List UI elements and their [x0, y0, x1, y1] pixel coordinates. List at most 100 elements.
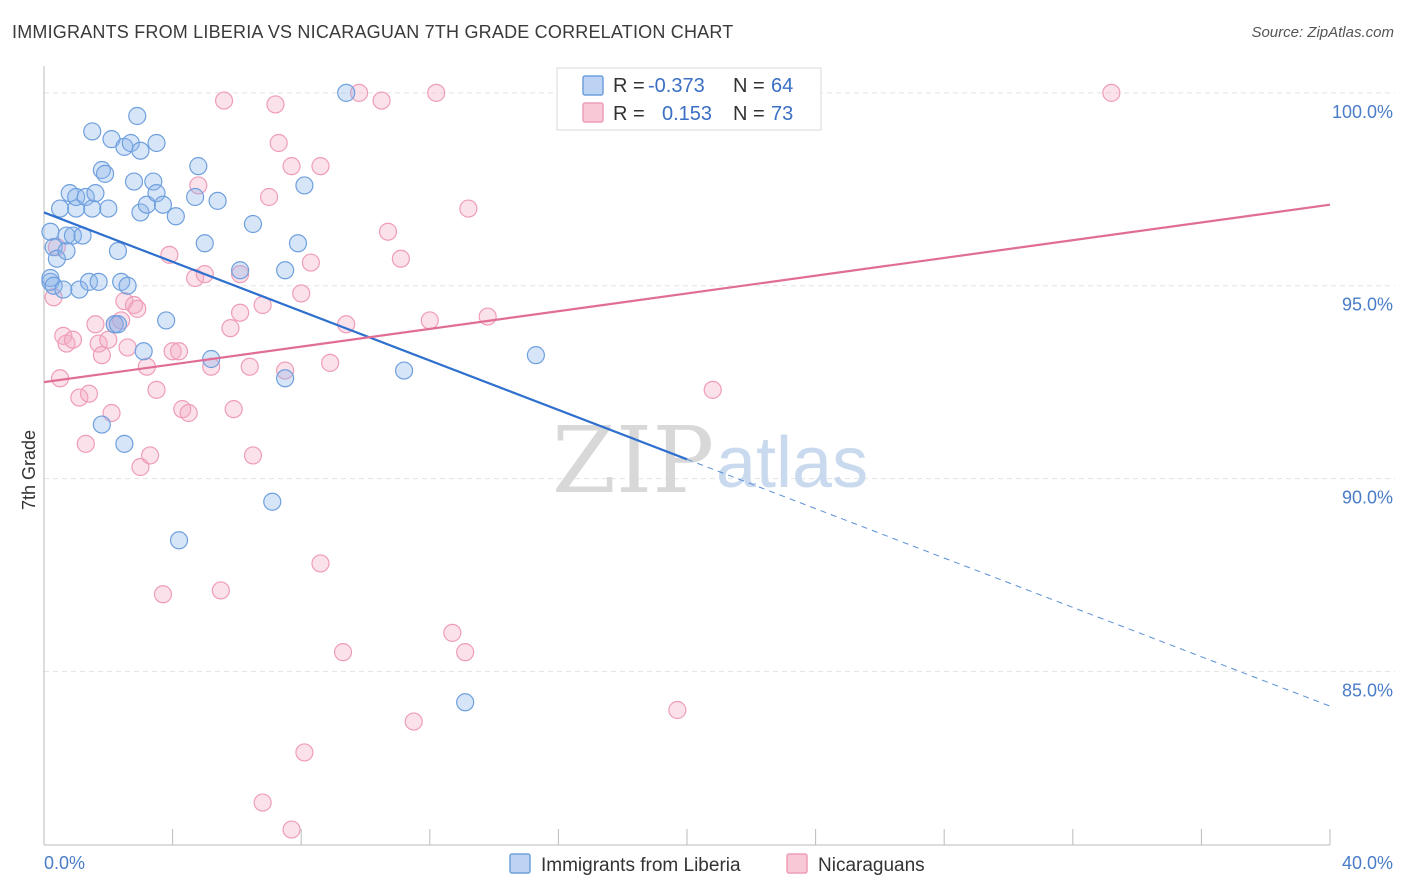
legend-n-label-2: N = [733, 103, 765, 125]
point-nicaraguans [301, 253, 320, 272]
legend-r-label-2: R = [613, 103, 645, 125]
point-liberia [70, 280, 89, 299]
point-liberia [41, 222, 60, 241]
point-nicaraguans [243, 446, 263, 465]
point-nicaraguans [282, 820, 301, 839]
point-liberia [115, 434, 134, 453]
point-nicaraguans [311, 157, 330, 176]
point-nicaraguans [231, 303, 250, 322]
point-nicaraguans [259, 187, 279, 207]
watermark: ZIP atlas [552, 407, 868, 514]
point-liberia [147, 184, 166, 203]
bottom-legend-liberia: Immigrants from Liberia [541, 855, 741, 876]
point-liberia [134, 342, 153, 361]
point-nicaraguans [266, 95, 285, 114]
point-nicaraguans [668, 700, 687, 720]
point-nicaraguans [118, 338, 137, 357]
point-liberia [92, 415, 111, 434]
trend-lines [43, 203, 1331, 707]
point-liberia [108, 241, 128, 261]
legend-r-value-1: -0.373 [648, 75, 705, 97]
legend-swatch-nicaraguans [582, 102, 604, 123]
point-nicaraguans [404, 712, 423, 731]
watermark-zip: ZIP [552, 407, 714, 514]
x-tick-labels: 0.0% 40.0% [44, 853, 1393, 873]
point-liberia [456, 693, 475, 712]
point-liberia [208, 191, 227, 210]
point-liberia [276, 261, 295, 280]
point-liberia [50, 199, 70, 218]
watermark-atlas: atlas [716, 423, 868, 503]
point-liberia [118, 276, 137, 295]
point-nicaraguans [169, 342, 189, 361]
point-liberia [57, 226, 76, 245]
point-nicaraguans [86, 315, 105, 334]
point-liberia [263, 492, 282, 511]
point-liberia [57, 241, 76, 261]
point-nicaraguans [163, 342, 182, 361]
point-liberia [79, 272, 99, 291]
point-nicaraguans [79, 384, 99, 403]
point-liberia [169, 531, 189, 550]
point-liberia [195, 234, 214, 253]
trend-liberia-extension [686, 458, 1331, 707]
point-liberia [153, 195, 173, 214]
point-nicaraguans [703, 380, 722, 399]
point-nicaraguans [221, 319, 240, 338]
point-liberia [276, 369, 295, 388]
point-nicaraguans [349, 83, 369, 102]
bottom-swatch-liberia [509, 853, 531, 874]
point-nicaraguans [240, 357, 259, 376]
point-nicaraguans [459, 199, 478, 218]
bottom-swatch-nicaraguans [786, 853, 808, 874]
y-axis-label: 7th Grade [19, 430, 39, 510]
legend-r-label-1: R = [613, 75, 645, 97]
point-nicaraguans [456, 643, 475, 662]
grid-lines [44, 92, 1395, 672]
point-liberia [76, 187, 95, 207]
point-liberia [54, 280, 73, 299]
y-tick-label: 95.0% [1342, 295, 1393, 315]
point-liberia [63, 226, 83, 245]
point-liberia [108, 315, 128, 334]
point-nicaraguans [211, 581, 230, 600]
point-nicaraguans [292, 284, 311, 303]
point-liberia [95, 164, 115, 183]
point-nicaraguans [269, 133, 288, 153]
point-liberia [128, 106, 147, 126]
series-liberia [41, 83, 545, 712]
point-nicaraguans [76, 434, 95, 453]
point-nicaraguans [224, 400, 243, 419]
point-liberia [157, 311, 176, 330]
legend-n-value-1: 64 [771, 75, 793, 97]
point-nicaraguans [443, 623, 462, 642]
point-liberia [166, 207, 185, 226]
point-nicaraguans [140, 446, 160, 465]
point-liberia [144, 172, 163, 191]
point-nicaraguans [153, 585, 173, 604]
correlation-legend: R = -0.373 N = 64 R = 0.153 N = 73 [556, 67, 822, 131]
point-liberia [394, 361, 414, 380]
point-liberia [337, 83, 356, 102]
point-nicaraguans [321, 353, 340, 372]
source-label: Source: ZipAtlas.com [1251, 24, 1394, 41]
point-liberia [47, 249, 66, 268]
point-nicaraguans [70, 388, 89, 407]
point-nicaraguans [282, 157, 301, 176]
point-liberia [89, 272, 108, 291]
series-legend: Immigrants from Liberia Nicaraguans [509, 853, 925, 876]
point-nicaraguans [295, 743, 314, 762]
point-liberia [186, 187, 205, 207]
point-liberia [131, 141, 150, 160]
legend-n-label-1: N = [733, 75, 765, 97]
x-tick-label-max: 40.0% [1342, 853, 1393, 873]
point-nicaraguans [99, 330, 118, 349]
point-nicaraguans [427, 83, 446, 102]
point-nicaraguans [391, 249, 410, 268]
point-nicaraguans [128, 299, 147, 318]
y-tick-labels: 100.0% 95.0% 90.0% 85.0% [1332, 102, 1393, 701]
trend-nicaraguans [43, 203, 1331, 384]
bottom-legend-nicaraguans: Nicaraguans [818, 855, 925, 876]
point-nicaraguans [253, 793, 272, 812]
